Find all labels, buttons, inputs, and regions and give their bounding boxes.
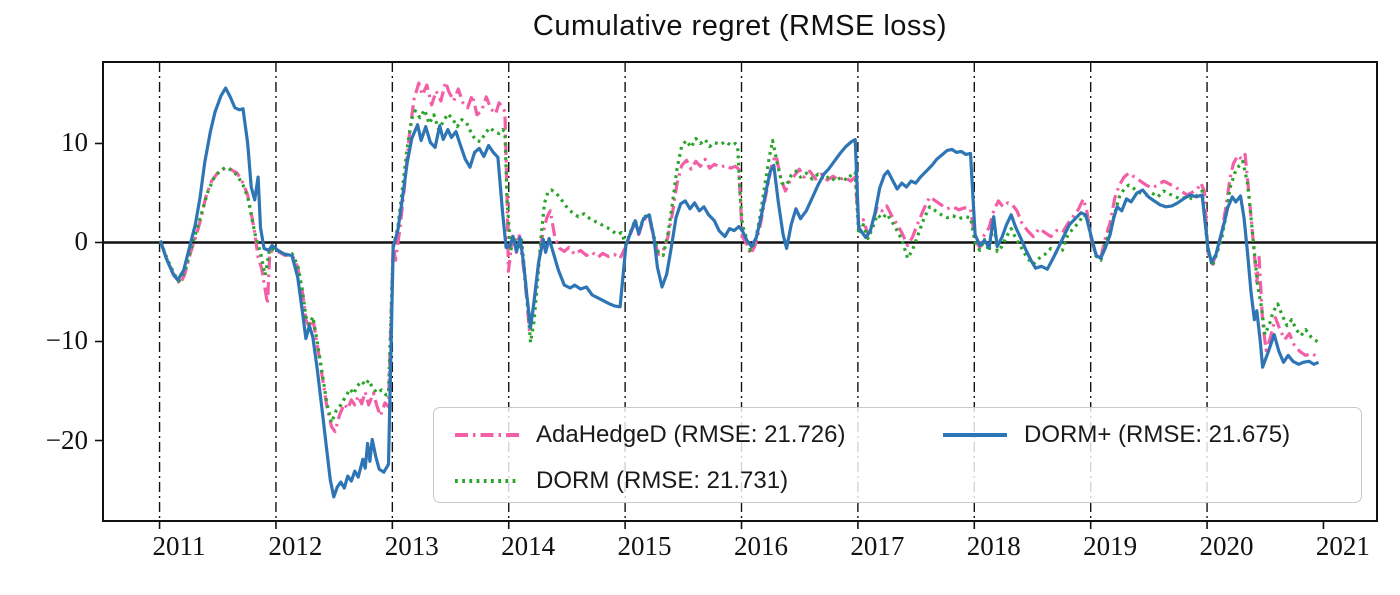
x-tick-label-2012: 2012 xyxy=(268,531,323,561)
chart-title: Cumulative regret (RMSE loss) xyxy=(532,10,948,42)
x-tick-label-2020: 2020 xyxy=(1199,531,1254,561)
legend-entry-dormplus: DORM+ (RMSE: 21.675) xyxy=(942,418,1290,452)
x-tick-label-2013: 2013 xyxy=(384,531,439,561)
x-tick-label-2014: 2014 xyxy=(501,531,556,561)
legend-label-adahedged: AdaHedgeD (RMSE: 21.726) xyxy=(536,421,846,448)
legend-box: AdaHedgeD (RMSE: 21.726) DORM (RMSE: 21.… xyxy=(433,407,1362,503)
x-tick-label-2018: 2018 xyxy=(966,531,1021,561)
legend-label-dormplus: DORM+ (RMSE: 21.675) xyxy=(1024,421,1291,448)
x-tick-label-2011: 2011 xyxy=(152,531,206,561)
x-tick-label-2015: 2015 xyxy=(617,531,672,561)
legend-entry-dorm: DORM (RMSE: 21.731) xyxy=(454,464,788,498)
dorm-dotted-line-icon xyxy=(455,479,519,483)
y-tick-label-−10: −10 xyxy=(45,325,88,356)
axes-frame xyxy=(102,61,1378,522)
y-tick-label-0: 0 xyxy=(74,226,89,257)
x-tick-label-2021: 2021 xyxy=(1315,531,1370,561)
legend-entry-adahedged: AdaHedgeD (RMSE: 21.726) xyxy=(454,418,846,452)
y-tick-label-−20: −20 xyxy=(45,424,88,455)
x-tick-label-2017: 2017 xyxy=(850,531,905,561)
series-line-adahedged xyxy=(158,80,1320,434)
x-tick-label-2016: 2016 xyxy=(733,531,788,561)
adahedged-dashdot-line-icon xyxy=(455,433,519,437)
series-line-dormplus xyxy=(158,86,1320,499)
legend-label-dorm: DORM (RMSE: 21.731) xyxy=(536,467,789,494)
x-tick-label-2019: 2019 xyxy=(1083,531,1138,561)
series-line-dorm xyxy=(158,108,1320,425)
y-tick-label-10: 10 xyxy=(61,127,88,158)
dormplus-solid-line-icon xyxy=(943,433,1007,437)
